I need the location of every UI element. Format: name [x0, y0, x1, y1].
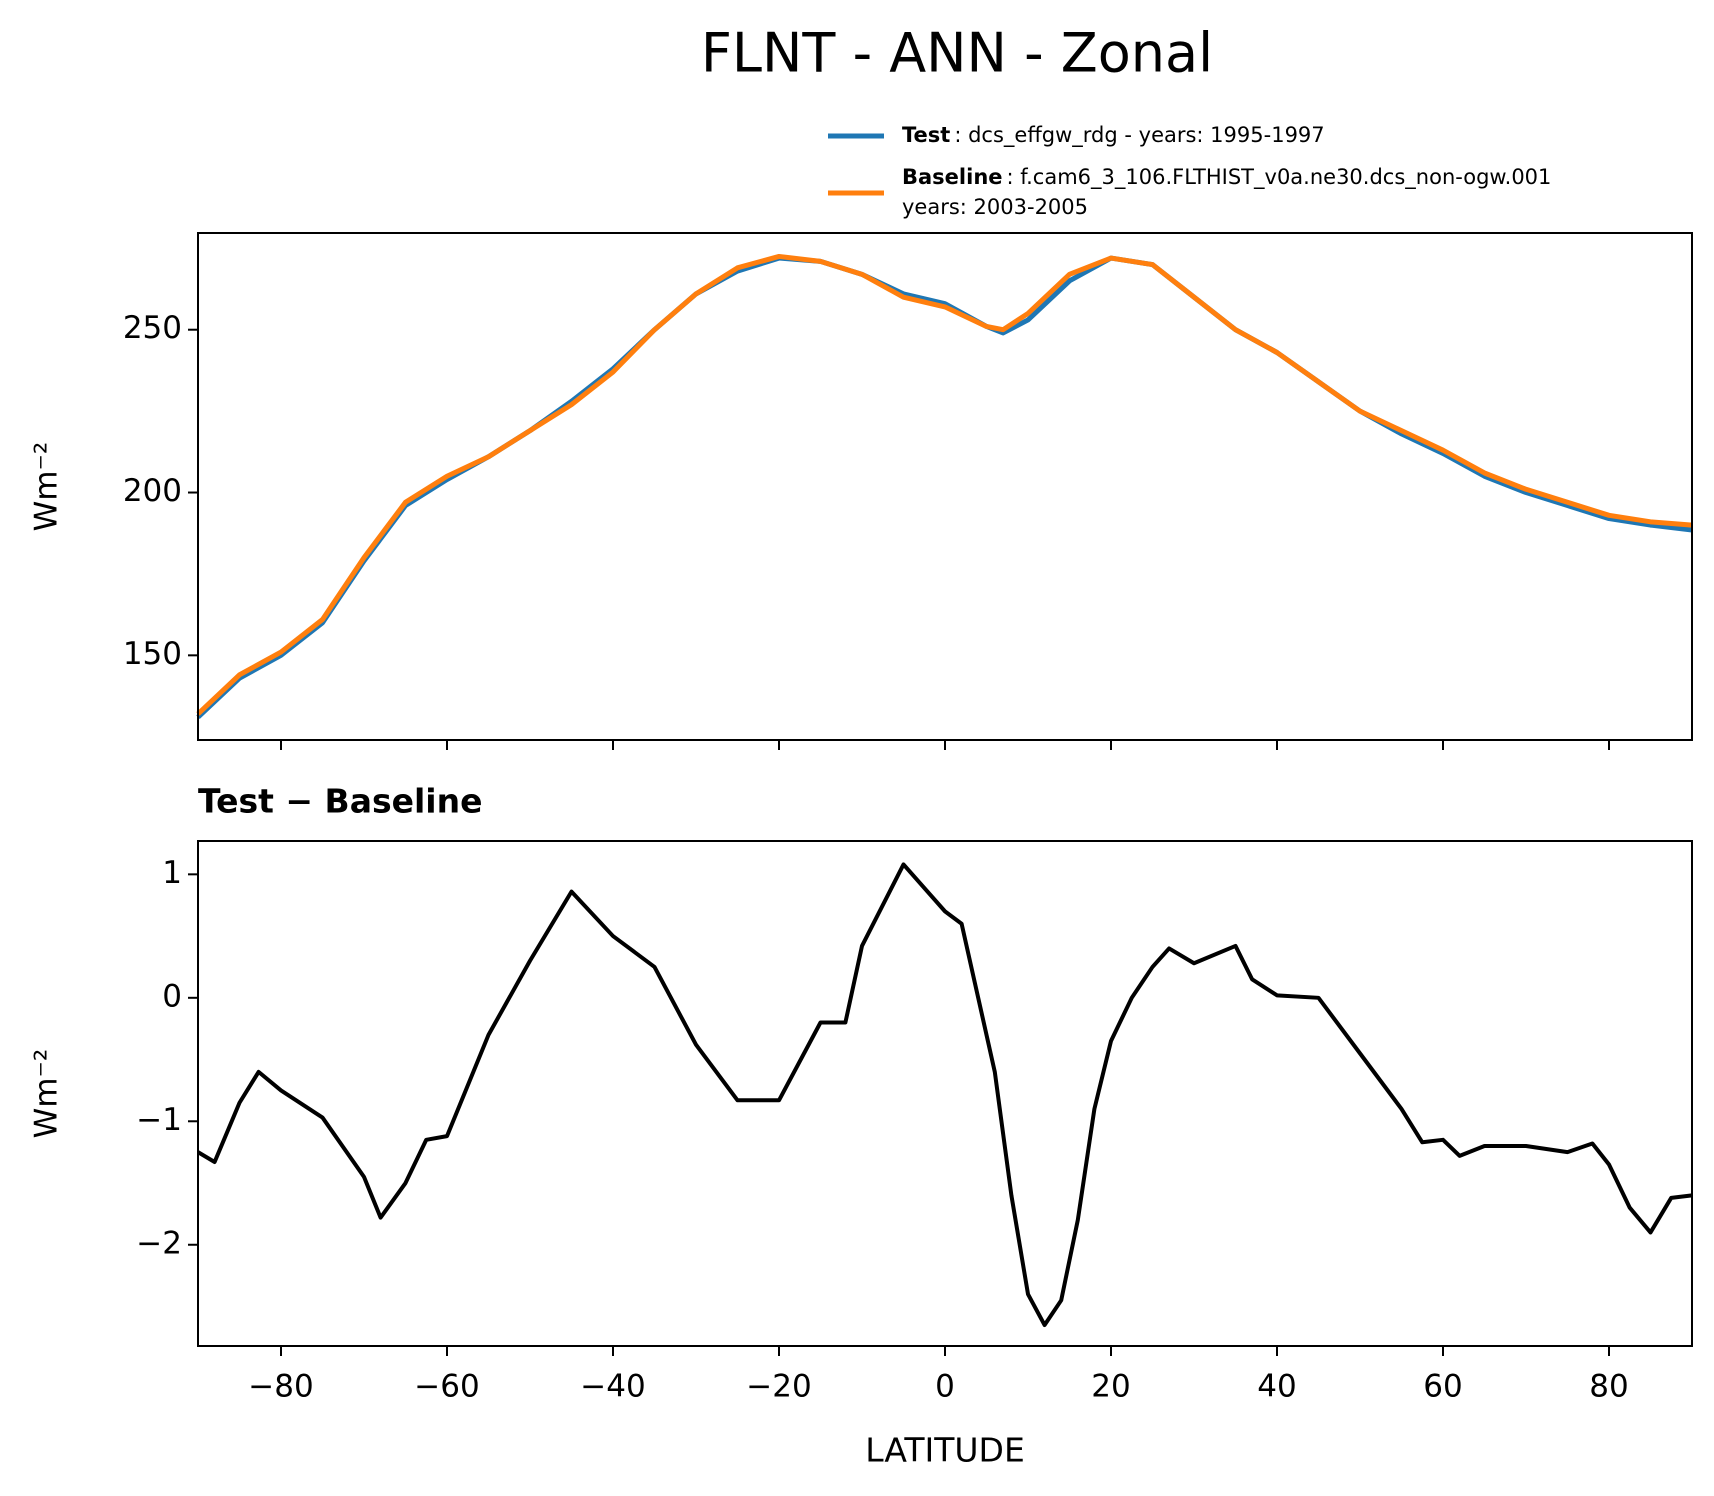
y-tick-label: 0	[162, 978, 182, 1014]
x-tick-label: −20	[746, 1369, 811, 1405]
x-tick-label: 40	[1257, 1369, 1296, 1405]
y-tick-label: 1	[162, 855, 182, 891]
data-line	[196, 255, 1693, 720]
y-tick-label: −1	[136, 1102, 182, 1138]
legend-name: Test	[902, 123, 950, 147]
x-tick-label: −40	[580, 1369, 645, 1405]
y-axis-label: Wm⁻²	[29, 442, 65, 532]
x-tick-label: 60	[1423, 1369, 1462, 1405]
data-line	[196, 253, 1693, 716]
x-axis-label: LATITUDE	[865, 1431, 1025, 1470]
y-tick-label: 150	[123, 636, 182, 672]
x-tick-label: 0	[935, 1369, 955, 1405]
x-tick-label: −80	[248, 1369, 313, 1405]
x-tick-label: −60	[414, 1369, 479, 1405]
legend-description: : f.cam6_3_106.FLTHIST_v0a.ne30.dcs_non-…	[1007, 165, 1552, 190]
legend-label: Baseline: f.cam6_3_106.FLTHIST_v0a.ne30.…	[902, 165, 1551, 190]
y-tick-label: 200	[123, 473, 182, 509]
y-tick-label: −2	[136, 1225, 182, 1261]
legend-description: : dcs_effgw_rdg - years: 1995-1997	[954, 123, 1324, 148]
x-tick-label: 80	[1589, 1369, 1628, 1405]
plot-frame	[197, 840, 1693, 1347]
legend-description: years: 2003-2005	[902, 195, 1088, 219]
y-axis-label: Wm⁻²	[29, 1049, 65, 1139]
data-line	[196, 862, 1693, 1328]
panel-title: Test − Baseline	[198, 782, 483, 821]
legend-name: Baseline	[902, 165, 1003, 189]
x-tick-label: 20	[1091, 1369, 1130, 1405]
legend-label: Test: dcs_effgw_rdg - years: 1995-1997	[902, 123, 1325, 148]
y-tick-label: 250	[123, 310, 182, 346]
figure-title: FLNT - ANN - Zonal	[701, 22, 1213, 85]
